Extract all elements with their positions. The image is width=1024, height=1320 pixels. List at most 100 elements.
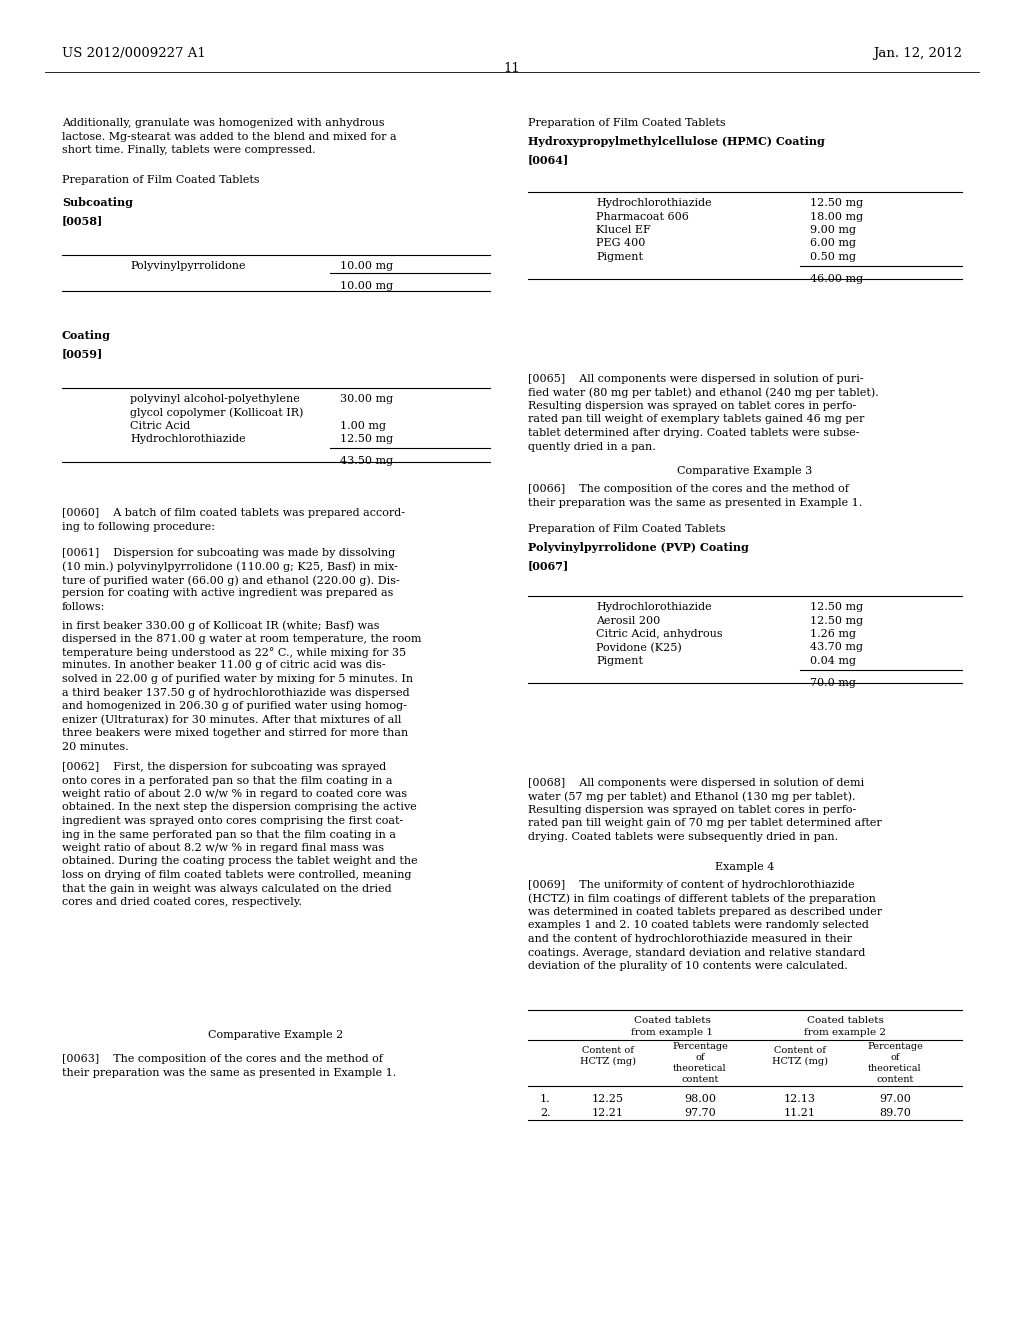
Text: 30.00 mg: 30.00 mg xyxy=(340,393,393,404)
Text: 97.00: 97.00 xyxy=(879,1094,911,1104)
Text: Content of: Content of xyxy=(582,1045,634,1055)
Text: Coating: Coating xyxy=(62,330,111,341)
Text: their preparation was the same as presented in Example 1.: their preparation was the same as presen… xyxy=(528,498,862,507)
Text: [0066]    The composition of the cores and the method of: [0066] The composition of the cores and … xyxy=(528,484,849,494)
Text: ing to following procedure:: ing to following procedure: xyxy=(62,521,215,532)
Text: three beakers were mixed together and stirred for more than: three beakers were mixed together and st… xyxy=(62,729,409,738)
Text: 46.00 mg: 46.00 mg xyxy=(810,273,863,284)
Text: weight ratio of about 2.0 w/w % in regard to coated core was: weight ratio of about 2.0 w/w % in regar… xyxy=(62,789,408,799)
Text: Comparative Example 3: Comparative Example 3 xyxy=(677,466,813,477)
Text: [0063]    The composition of the cores and the method of: [0063] The composition of the cores and … xyxy=(62,1053,383,1064)
Text: Resulting dispersion was sprayed on tablet cores in perfo-: Resulting dispersion was sprayed on tabl… xyxy=(528,401,856,411)
Text: 2.: 2. xyxy=(540,1107,551,1118)
Text: rated pan till weight gain of 70 mg per tablet determined after: rated pan till weight gain of 70 mg per … xyxy=(528,818,882,829)
Text: Hydroxypropylmethylcellulose (HPMC) Coating: Hydroxypropylmethylcellulose (HPMC) Coat… xyxy=(528,136,825,147)
Text: Preparation of Film Coated Tablets: Preparation of Film Coated Tablets xyxy=(528,117,726,128)
Text: temperature being understood as 22° C., while mixing for 35: temperature being understood as 22° C., … xyxy=(62,647,407,657)
Text: and the content of hydrochlorothiazide measured in their: and the content of hydrochlorothiazide m… xyxy=(528,935,852,944)
Text: 0.50 mg: 0.50 mg xyxy=(810,252,856,261)
Text: follows:: follows: xyxy=(62,602,105,612)
Text: content: content xyxy=(681,1074,719,1084)
Text: was determined in coated tablets prepared as described under: was determined in coated tablets prepare… xyxy=(528,907,882,917)
Text: Coated tablets: Coated tablets xyxy=(807,1016,884,1026)
Text: of: of xyxy=(890,1053,900,1063)
Text: obtained. During the coating process the tablet weight and the: obtained. During the coating process the… xyxy=(62,857,418,866)
Text: Aerosil 200: Aerosil 200 xyxy=(596,615,660,626)
Text: lactose. Mg-stearat was added to the blend and mixed for a: lactose. Mg-stearat was added to the ble… xyxy=(62,132,396,141)
Text: Example 4: Example 4 xyxy=(716,862,775,873)
Text: persion for coating with active ingredient was prepared as: persion for coating with active ingredie… xyxy=(62,589,393,598)
Text: Polyvinylpyrrolidone: Polyvinylpyrrolidone xyxy=(130,261,246,271)
Text: polyvinyl alcohol-polyethylene: polyvinyl alcohol-polyethylene xyxy=(130,393,300,404)
Text: Preparation of Film Coated Tablets: Preparation of Film Coated Tablets xyxy=(62,176,260,185)
Text: [0060]    A batch of film coated tablets was prepared accord-: [0060] A batch of film coated tablets wa… xyxy=(62,508,406,517)
Text: onto cores in a perforated pan so that the film coating in a: onto cores in a perforated pan so that t… xyxy=(62,776,392,785)
Text: ing in the same perforated pan so that the film coating in a: ing in the same perforated pan so that t… xyxy=(62,829,396,840)
Text: Resulting dispersion was sprayed on tablet cores in perfo-: Resulting dispersion was sprayed on tabl… xyxy=(528,805,856,814)
Text: [0061]    Dispersion for subcoating was made by dissolving: [0061] Dispersion for subcoating was mad… xyxy=(62,548,395,558)
Text: dispersed in the 871.00 g water at room temperature, the room: dispersed in the 871.00 g water at room … xyxy=(62,634,422,644)
Text: Citric Acid: Citric Acid xyxy=(130,421,190,432)
Text: 97.70: 97.70 xyxy=(684,1107,716,1118)
Text: 70.0 mg: 70.0 mg xyxy=(810,677,856,688)
Text: 12.25: 12.25 xyxy=(592,1094,624,1104)
Text: from example 1: from example 1 xyxy=(631,1028,713,1038)
Text: 12.50 mg: 12.50 mg xyxy=(810,615,863,626)
Text: obtained. In the next step the dispersion comprising the active: obtained. In the next step the dispersio… xyxy=(62,803,417,813)
Text: 12.50 mg: 12.50 mg xyxy=(810,602,863,612)
Text: Klucel EF: Klucel EF xyxy=(596,224,650,235)
Text: loss on drying of film coated tablets were controlled, meaning: loss on drying of film coated tablets we… xyxy=(62,870,412,880)
Text: 89.70: 89.70 xyxy=(879,1107,911,1118)
Text: Povidone (K25): Povidone (K25) xyxy=(596,643,682,653)
Text: 1.00 mg: 1.00 mg xyxy=(340,421,386,432)
Text: 11: 11 xyxy=(504,62,520,75)
Text: minutes. In another beaker 11.00 g of citric acid was dis-: minutes. In another beaker 11.00 g of ci… xyxy=(62,660,386,671)
Text: drying. Coated tablets were subsequently dried in pan.: drying. Coated tablets were subsequently… xyxy=(528,832,838,842)
Text: [0068]    All components were dispersed in solution of demi: [0068] All components were dispersed in … xyxy=(528,777,864,788)
Text: examples 1 and 2. 10 coated tablets were randomly selected: examples 1 and 2. 10 coated tablets were… xyxy=(528,920,869,931)
Text: Polyvinylpyrrolidone (PVP) Coating: Polyvinylpyrrolidone (PVP) Coating xyxy=(528,543,749,553)
Text: [0062]    First, the dispersion for subcoating was sprayed: [0062] First, the dispersion for subcoat… xyxy=(62,762,386,772)
Text: weight ratio of about 8.2 w/w % in regard final mass was: weight ratio of about 8.2 w/w % in regar… xyxy=(62,843,384,853)
Text: ingredient was sprayed onto cores comprising the first coat-: ingredient was sprayed onto cores compri… xyxy=(62,816,403,826)
Text: Hydrochlorothiazide: Hydrochlorothiazide xyxy=(130,434,246,445)
Text: [0069]    The uniformity of content of hydrochlorothiazide: [0069] The uniformity of content of hydr… xyxy=(528,880,855,890)
Text: solved in 22.00 g of purified water by mixing for 5 minutes. In: solved in 22.00 g of purified water by m… xyxy=(62,675,413,684)
Text: short time. Finally, tablets were compressed.: short time. Finally, tablets were compre… xyxy=(62,145,315,154)
Text: [0058]: [0058] xyxy=(62,215,103,226)
Text: 12.21: 12.21 xyxy=(592,1107,624,1118)
Text: 43.70 mg: 43.70 mg xyxy=(810,643,863,652)
Text: 20 minutes.: 20 minutes. xyxy=(62,742,129,751)
Text: 18.00 mg: 18.00 mg xyxy=(810,211,863,222)
Text: Content of: Content of xyxy=(774,1045,826,1055)
Text: 1.26 mg: 1.26 mg xyxy=(810,630,856,639)
Text: 12.50 mg: 12.50 mg xyxy=(810,198,863,209)
Text: [0067]: [0067] xyxy=(528,560,569,572)
Text: 12.13: 12.13 xyxy=(784,1094,816,1104)
Text: deviation of the plurality of 10 contents were calculated.: deviation of the plurality of 10 content… xyxy=(528,961,848,972)
Text: in first beaker 330.00 g of Kollicoat IR (white; Basf) was: in first beaker 330.00 g of Kollicoat IR… xyxy=(62,620,380,631)
Text: US 2012/0009227 A1: US 2012/0009227 A1 xyxy=(62,48,206,59)
Text: [0065]    All components were dispersed in solution of puri-: [0065] All components were dispersed in … xyxy=(528,374,863,384)
Text: Additionally, granulate was homogenized with anhydrous: Additionally, granulate was homogenized … xyxy=(62,117,385,128)
Text: Citric Acid, anhydrous: Citric Acid, anhydrous xyxy=(596,630,723,639)
Text: and homogenized in 206.30 g of purified water using homog-: and homogenized in 206.30 g of purified … xyxy=(62,701,407,711)
Text: of: of xyxy=(695,1053,705,1063)
Text: their preparation was the same as presented in Example 1.: their preparation was the same as presen… xyxy=(62,1068,396,1077)
Text: ture of purified water (66.00 g) and ethanol (220.00 g). Dis-: ture of purified water (66.00 g) and eth… xyxy=(62,576,399,586)
Text: coatings. Average, standard deviation and relative standard: coatings. Average, standard deviation an… xyxy=(528,948,865,957)
Text: Hydrochlorothiazide: Hydrochlorothiazide xyxy=(596,198,712,209)
Text: Subcoating: Subcoating xyxy=(62,197,133,209)
Text: 10.00 mg: 10.00 mg xyxy=(340,281,393,290)
Text: 0.04 mg: 0.04 mg xyxy=(810,656,856,667)
Text: Hydrochlorothiazide: Hydrochlorothiazide xyxy=(596,602,712,612)
Text: 6.00 mg: 6.00 mg xyxy=(810,239,856,248)
Text: rated pan till weight of exemplary tablets gained 46 mg per: rated pan till weight of exemplary table… xyxy=(528,414,864,425)
Text: 43.50 mg: 43.50 mg xyxy=(340,455,393,466)
Text: Pharmacoat 606: Pharmacoat 606 xyxy=(596,211,689,222)
Text: 98.00: 98.00 xyxy=(684,1094,716,1104)
Text: theoretical: theoretical xyxy=(868,1064,922,1073)
Text: (10 min.) polyvinylpyrrolidone (110.00 g; K25, Basf) in mix-: (10 min.) polyvinylpyrrolidone (110.00 g… xyxy=(62,561,398,572)
Text: Pigment: Pigment xyxy=(596,252,643,261)
Text: Pigment: Pigment xyxy=(596,656,643,667)
